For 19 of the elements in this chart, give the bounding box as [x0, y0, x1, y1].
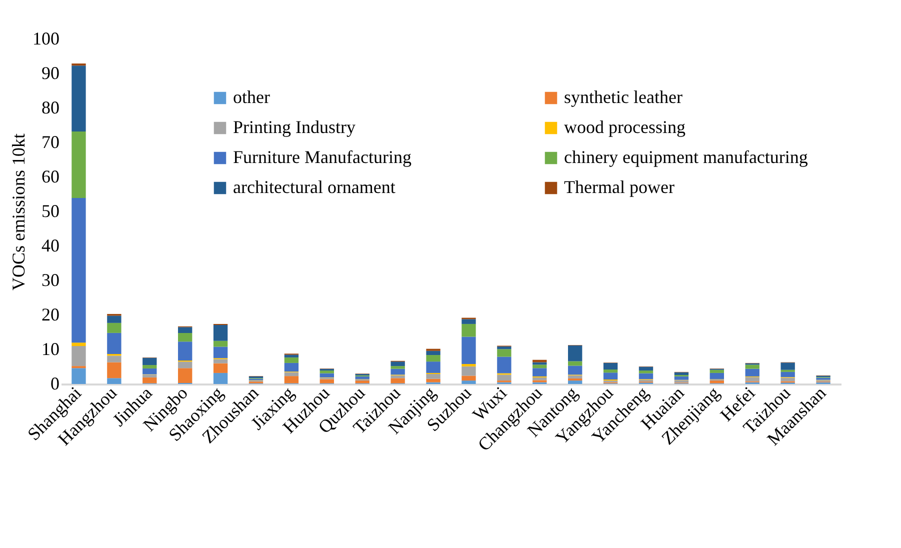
y-tick-label: 80 [42, 98, 60, 118]
y-tick-label: 10 [42, 339, 60, 359]
legend-label: Printing Industry [233, 117, 356, 137]
y-tick-label: 40 [42, 236, 60, 256]
legend-label: architectural ornament [233, 177, 396, 197]
legend-label: Thermal power [564, 177, 674, 197]
y-tick-label: 60 [42, 166, 60, 186]
legend-label: other [233, 87, 270, 107]
y-tick-label: 20 [42, 304, 60, 324]
legend-label: Furniture Manufacturing [233, 147, 412, 167]
y-tick-label: 100 [32, 28, 60, 48]
legend-label: synthetic leather [564, 87, 682, 107]
y-tick-label: 50 [42, 201, 60, 221]
legend-label: chinery equipment manufacturing [564, 147, 808, 167]
y-tick-label: 70 [42, 132, 60, 152]
y-axis-title: VOCs emissions 10kt [8, 133, 28, 291]
y-tick-label: 90 [42, 63, 60, 83]
y-tick-label: 30 [42, 270, 60, 290]
legend-label: wood processing [564, 117, 686, 137]
